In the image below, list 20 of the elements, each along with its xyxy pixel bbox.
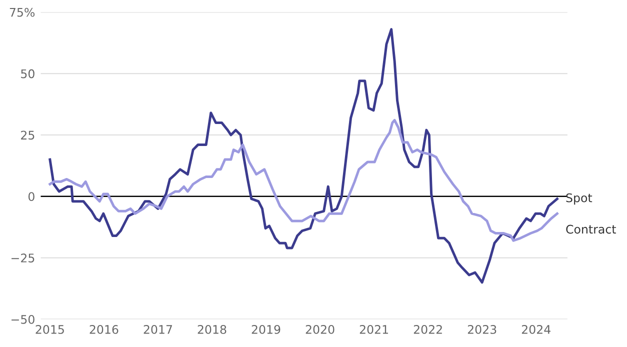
y-tick-label: 25 <box>21 130 34 140</box>
y-tick-label: −50 <box>12 314 34 324</box>
y-tick-label: −25 <box>12 254 34 262</box>
y-tick-label: 50 <box>21 69 34 78</box>
y-tick-label: 0 <box>28 192 34 202</box>
x-tick-label: 2023 <box>468 325 496 334</box>
series-label: Spot <box>566 193 592 205</box>
x-tick-label: 2017 <box>144 325 172 334</box>
x-tick-label: 2016 <box>90 325 118 334</box>
x-tick-label: 2019 <box>252 325 280 334</box>
x-tick-label: 2018 <box>198 325 226 334</box>
line-series <box>48 118 558 242</box>
y-tick-label: 75% <box>10 8 35 17</box>
x-tick-label: 2020 <box>306 325 334 334</box>
x-tick-label: 2015 <box>36 325 64 334</box>
series-label: Contract <box>566 224 616 234</box>
x-tick-label: 2022 <box>414 325 442 334</box>
line-series <box>48 28 558 284</box>
x-tick-label: 2024 <box>522 325 550 334</box>
x-tick-label: 2021 <box>360 325 388 334</box>
